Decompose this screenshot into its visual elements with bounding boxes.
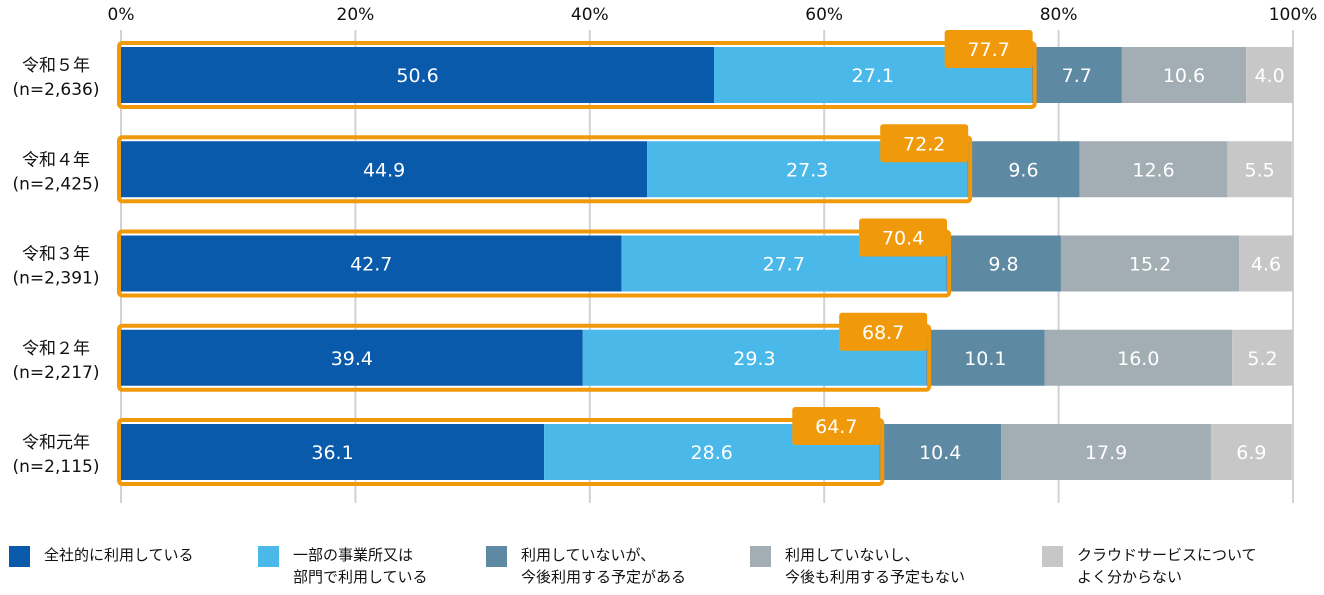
- data-label: 27.1: [852, 65, 894, 87]
- data-label: 4.6: [1251, 254, 1281, 276]
- row-label-year: 令和４年: [22, 150, 90, 170]
- x-tick-label: 0%: [108, 5, 135, 25]
- total-label: 68.7: [862, 322, 904, 344]
- legend-swatch: [258, 546, 279, 567]
- legend-swatch: [1042, 546, 1063, 567]
- data-label: 27.3: [786, 159, 828, 181]
- data-label: 44.9: [363, 159, 405, 181]
- data-label: 4.0: [1254, 65, 1284, 87]
- bar-segment: [1246, 47, 1293, 103]
- bar-segment: [926, 329, 1045, 386]
- row-label-n: (n=2,425): [13, 174, 100, 194]
- total-badge: [944, 30, 1033, 68]
- total-badge: [839, 312, 928, 351]
- bar-segment: [1227, 141, 1292, 198]
- total-outline: [117, 418, 885, 486]
- bars: 50.6 27.1 7.7 10.6 4.0 44.9 27.3 9.6 12.6 5.5 42.7…: [121, 47, 1293, 480]
- row-label-year: 令和２年: [22, 339, 90, 359]
- bar-segment: [121, 235, 622, 292]
- bar-segment: [1121, 47, 1247, 103]
- data-label: 16.0: [1117, 348, 1159, 370]
- total-label: 64.7: [815, 416, 857, 438]
- row-label-n: (n=2,217): [13, 363, 100, 383]
- total-outline: [117, 229, 952, 298]
- row-label-year: 令和５年: [22, 56, 90, 76]
- total-highlights: 77.7 72.2 70.4 68.7 64.7: [117, 30, 1037, 486]
- total-outline: [117, 323, 932, 392]
- bar-segment: [967, 141, 1080, 198]
- total-outline: [117, 41, 1037, 109]
- x-tick-label: 60%: [805, 5, 843, 25]
- legend: 全社的に利用している 一部の事業所又は 部門で利用している 利用していないが、 今後…: [0, 544, 1324, 595]
- bar-segment: [946, 235, 1061, 292]
- bar-segment: [1031, 47, 1122, 103]
- total-badge: [880, 124, 969, 163]
- x-tick-label: 40%: [571, 5, 609, 25]
- legend-label: 利用していないが、 今後利用する予定がある: [521, 546, 687, 586]
- data-label: 9.8: [988, 254, 1018, 276]
- row-label-n: (n=2,636): [13, 80, 100, 100]
- data-label: 17.9: [1085, 442, 1127, 464]
- total-badge: [859, 218, 948, 257]
- total-label: 77.7: [967, 39, 1009, 61]
- bar-segment: [1210, 424, 1292, 480]
- bar-segment: [1239, 235, 1293, 292]
- bar-segment: [121, 424, 545, 480]
- bar-segment: [121, 329, 583, 386]
- data-label: 9.6: [1008, 159, 1038, 181]
- legend-item: 利用していないし、 今後も利用する予定もない: [750, 544, 965, 588]
- data-label: 27.7: [763, 254, 805, 276]
- data-label: 7.7: [1062, 65, 1092, 87]
- total-badge: [792, 407, 881, 445]
- data-label: 12.6: [1132, 159, 1174, 181]
- row-label-year: 令和３年: [22, 245, 90, 265]
- legend-label: 利用していないし、 今後も利用する予定もない: [785, 546, 966, 586]
- data-label: 36.1: [311, 442, 353, 464]
- row-label-year: 令和元年: [22, 433, 90, 453]
- legend-swatch: [486, 546, 507, 567]
- bar-segment: [1060, 235, 1240, 292]
- data-label: 50.6: [396, 65, 438, 87]
- data-label: 15.2: [1129, 254, 1171, 276]
- data-label: 42.7: [350, 254, 392, 276]
- data-label: 10.4: [919, 442, 961, 464]
- legend-label: 全社的に利用している: [44, 546, 194, 564]
- bar-segment: [121, 47, 715, 103]
- x-tick-label: 80%: [1040, 5, 1078, 25]
- data-label: 5.5: [1244, 159, 1274, 181]
- data-label: 10.1: [964, 348, 1006, 370]
- bar-segment: [1044, 329, 1233, 386]
- total-label: 72.2: [903, 133, 945, 155]
- bar-segment: [1232, 329, 1293, 386]
- legend-item: 一部の事業所又は 部門で利用している: [258, 544, 428, 588]
- legend-swatch: [9, 546, 30, 567]
- data-label: 5.2: [1247, 348, 1277, 370]
- data-label: 6.9: [1236, 442, 1266, 464]
- legend-item: 利用していないが、 今後利用する予定がある: [486, 544, 686, 588]
- x-tick-label: 100%: [1269, 5, 1318, 25]
- legend-label: クラウドサービスについて よく分からない: [1077, 546, 1257, 586]
- legend-item: クラウドサービスについて よく分からない: [1042, 544, 1257, 588]
- legend-swatch: [750, 546, 771, 567]
- data-label: 28.6: [691, 442, 733, 464]
- x-axis-ticks: 0% 20% 40% 60% 80% 100%: [108, 5, 1318, 25]
- bar-segment: [1079, 141, 1228, 198]
- row-labels: 令和５年 (n=2,636) 令和４年 (n=2,425) 令和３年 (n=2,391) 令…: [13, 56, 100, 477]
- total-outline: [117, 135, 973, 204]
- data-label: 39.4: [331, 348, 373, 370]
- bar-segment: [879, 424, 1002, 480]
- stacked-bar-chart: 0% 20% 40% 60% 80% 100% 令和５年 (n=2,636) 令和４年 (n=2…: [13, 5, 1318, 503]
- bar-segment: [121, 141, 648, 198]
- legend-item: 全社的に利用している: [9, 544, 194, 567]
- data-label: 29.3: [733, 348, 775, 370]
- total-label: 70.4: [882, 228, 924, 250]
- legend-label: 一部の事業所又は 部門で利用している: [293, 546, 428, 586]
- x-tick-label: 20%: [337, 5, 375, 25]
- bar-segment: [1001, 424, 1211, 480]
- row-label-n: (n=2,391): [13, 269, 100, 289]
- row-label-n: (n=2,115): [13, 457, 100, 477]
- data-label: 10.6: [1163, 65, 1205, 87]
